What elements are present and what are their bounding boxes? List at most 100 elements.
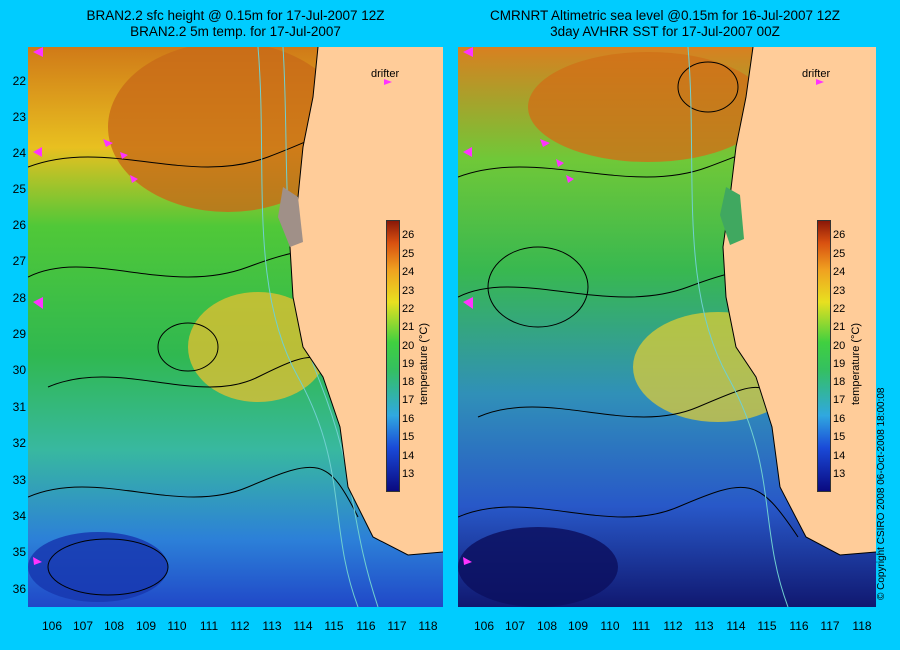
colorbar-gradient xyxy=(386,220,400,492)
contour-ring xyxy=(157,322,219,372)
colorbar-unit-label: temperature (°C) xyxy=(850,322,862,405)
coastline xyxy=(722,47,876,556)
colorbar-tick: 20 xyxy=(402,340,415,352)
colorbar-tick: 18 xyxy=(402,376,415,388)
drifter-marker xyxy=(33,297,43,309)
drifter-marker xyxy=(463,47,473,57)
drifter-markers xyxy=(33,47,392,565)
colorbar-tick: 13 xyxy=(833,468,846,480)
cool-eddy xyxy=(28,532,168,602)
contour-line xyxy=(28,466,359,518)
lon-label: 110 xyxy=(167,619,187,633)
drifter-legend-marker xyxy=(384,79,392,85)
colorbar-tick: 18 xyxy=(833,376,846,388)
drifter-legend-marker xyxy=(816,79,824,85)
colorbar-tick: 22 xyxy=(402,303,415,315)
colorbar-tick: 14 xyxy=(833,450,846,462)
lon-label: 116 xyxy=(789,619,809,633)
right-title: CMRNRT Altimetric sea level @0.15m for 1… xyxy=(455,8,875,40)
lon-label: 111 xyxy=(199,619,219,633)
lon-label: 109 xyxy=(567,619,589,633)
lat-label: 29 xyxy=(12,327,26,341)
colorbar-tick: 23 xyxy=(402,285,415,297)
drifter-marker xyxy=(463,297,473,309)
lon-label: 114 xyxy=(293,619,313,633)
right-map-svg xyxy=(458,47,876,607)
left-title-line2: BRAN2.2 5m temp. for 17-Jul-2007 xyxy=(130,24,341,39)
colorbar-tick: 21 xyxy=(402,321,415,333)
colorbar-tick: 20 xyxy=(833,340,846,352)
drifter-marker xyxy=(33,47,43,57)
lon-label: 108 xyxy=(103,619,125,633)
coastline xyxy=(289,47,443,556)
right-drifter-label: drifter xyxy=(802,68,831,80)
colorbar-tick: 23 xyxy=(833,285,846,297)
lat-label: 35 xyxy=(12,545,26,559)
colorbar-tick: 19 xyxy=(833,358,846,370)
right-title-line2: 3day AVHRR SST for 17-Jul-2007 00Z xyxy=(550,24,780,39)
lat-label: 31 xyxy=(12,400,26,414)
contour-line xyxy=(458,486,799,538)
bathymetry-line xyxy=(687,47,789,607)
colorbar-tick: 15 xyxy=(402,431,415,443)
lon-label: 118 xyxy=(418,619,438,633)
colorbar-tick: 14 xyxy=(402,450,415,462)
drifter-marker xyxy=(566,175,574,183)
right-map-panel: drifter xyxy=(458,47,876,607)
lon-label: 113 xyxy=(694,619,714,633)
colorbar-tick: 17 xyxy=(402,394,415,406)
lat-label: 25 xyxy=(12,182,26,196)
lat-label: 23 xyxy=(12,110,26,124)
lat-label: 24 xyxy=(12,146,26,160)
lat-label: 30 xyxy=(12,363,26,377)
lon-label: 115 xyxy=(324,619,344,633)
lon-label: 110 xyxy=(600,619,620,633)
lon-label: 107 xyxy=(504,619,526,633)
island xyxy=(278,187,303,247)
lat-label: 27 xyxy=(12,254,26,268)
drifter-marker xyxy=(556,159,564,167)
lat-label: 33 xyxy=(12,473,26,487)
colorbar-tick: 24 xyxy=(833,266,846,278)
colorbar-tick: 25 xyxy=(402,248,415,260)
colorbar-tick: 24 xyxy=(402,266,415,278)
warm-core xyxy=(528,52,768,162)
drifter-marker xyxy=(463,147,472,157)
drifter-marker xyxy=(130,175,138,183)
contour-ring xyxy=(487,246,589,328)
land xyxy=(723,47,876,555)
land xyxy=(290,47,443,555)
colorbar-unit-label: temperature (°C) xyxy=(418,322,430,405)
colorbar-tick: 21 xyxy=(833,321,846,333)
colorbar-tick: 17 xyxy=(833,394,846,406)
colorbar-tick: 16 xyxy=(402,413,415,425)
lon-label: 117 xyxy=(820,619,840,633)
lat-label: 26 xyxy=(12,218,26,232)
contour-ring xyxy=(47,538,169,596)
lon-label: 116 xyxy=(356,619,376,633)
lon-label: 108 xyxy=(536,619,558,633)
lon-label: 112 xyxy=(230,619,250,633)
left-title-line1: BRAN2.2 sfc height @ 0.15m for 17-Jul-20… xyxy=(86,8,385,23)
colorbar-tick: 26 xyxy=(833,229,846,241)
colorbar-tick: 22 xyxy=(833,303,846,315)
bathymetry-line xyxy=(282,47,379,607)
colorbar-tick: 26 xyxy=(402,229,415,241)
drifter-marker xyxy=(540,139,550,147)
colorbar-tick: 13 xyxy=(402,468,415,480)
drifter-marker xyxy=(463,557,472,565)
colorbar-tick: 19 xyxy=(402,358,415,370)
left-map-panel: drifter xyxy=(28,47,443,607)
island xyxy=(720,187,744,245)
lon-label: 106 xyxy=(473,619,495,633)
lon-label: 106 xyxy=(41,619,63,633)
lon-label: 112 xyxy=(663,619,683,633)
lat-label: 36 xyxy=(12,582,26,596)
lon-label: 114 xyxy=(726,619,746,633)
left-title: BRAN2.2 sfc height @ 0.15m for 17-Jul-20… xyxy=(28,8,443,40)
lat-label: 22 xyxy=(12,74,26,88)
left-drifter-label: drifter xyxy=(371,68,400,80)
warm-tongue xyxy=(188,292,328,402)
colorbar-tick: 16 xyxy=(833,413,846,425)
cold-pool xyxy=(458,527,618,607)
